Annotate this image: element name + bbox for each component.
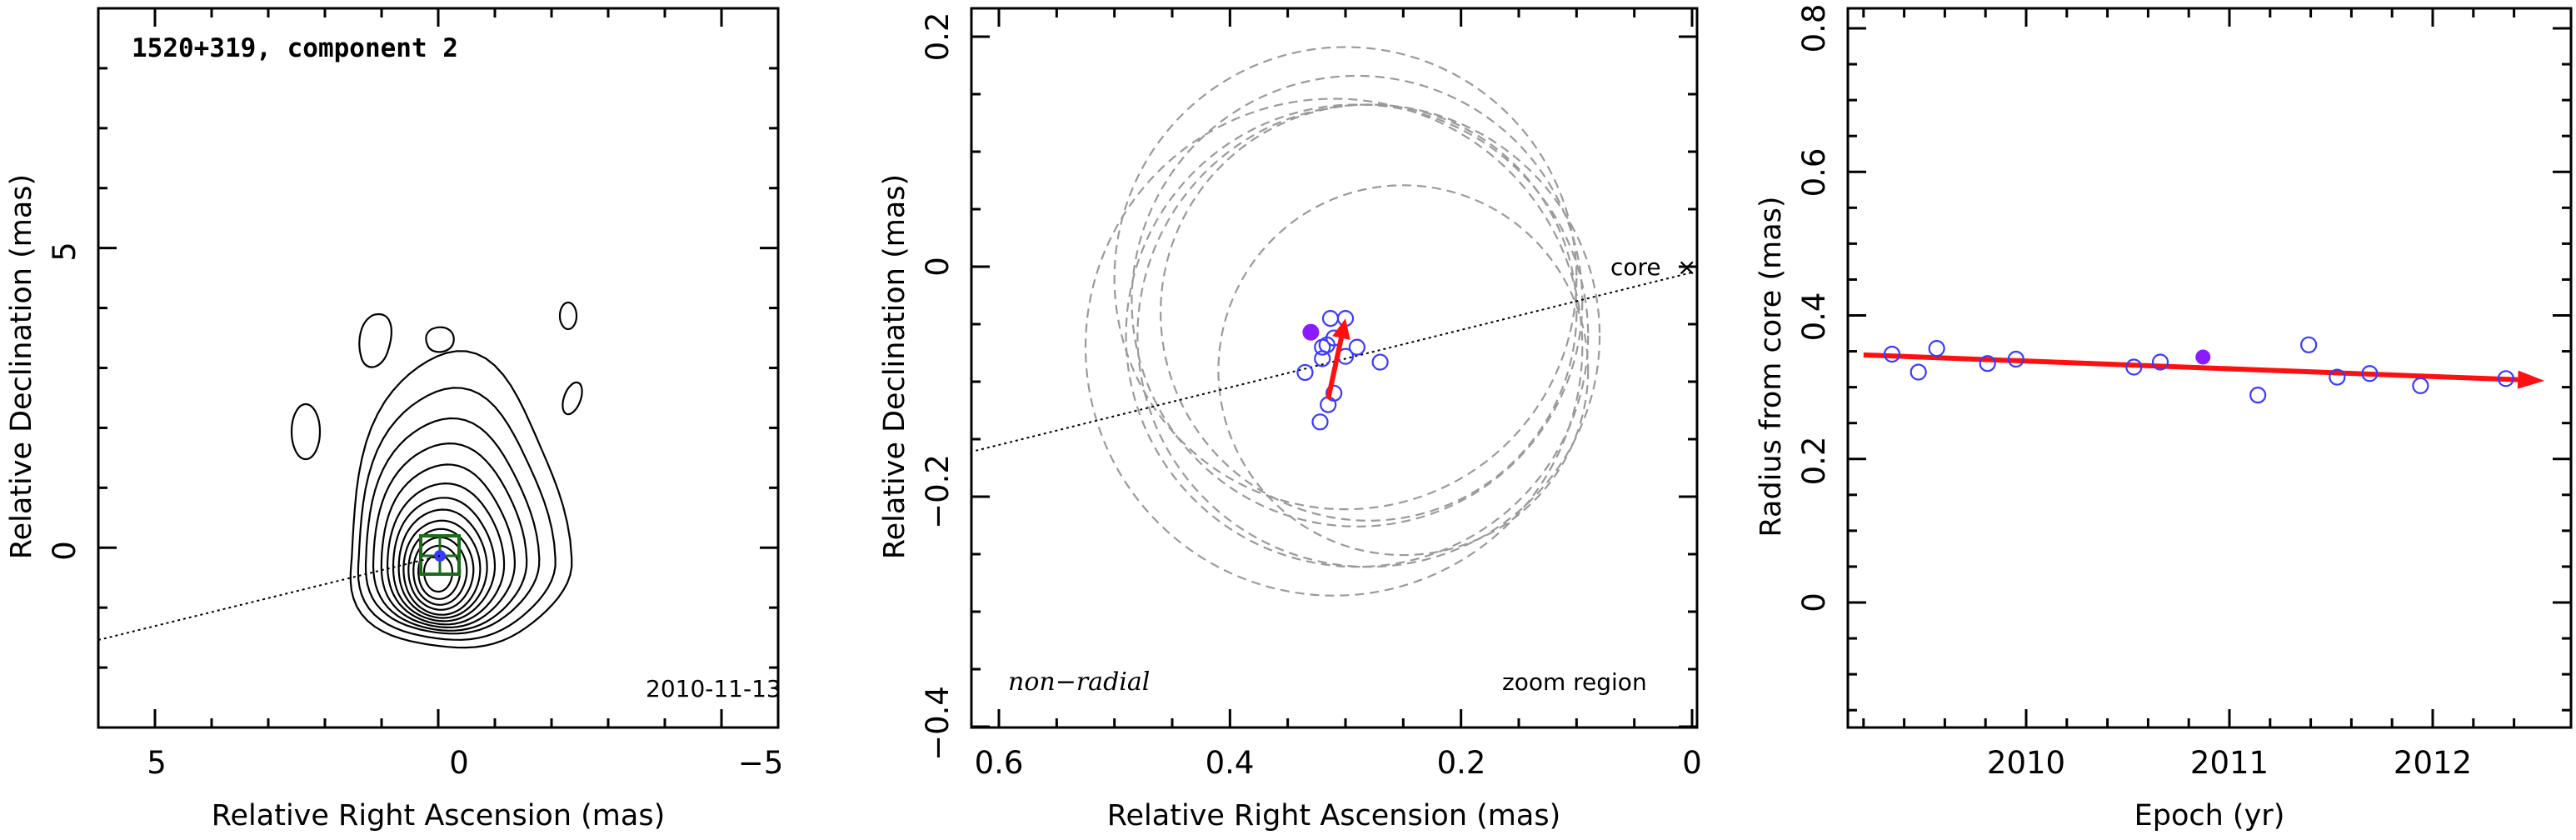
y-tick-label: 0: [1796, 592, 1832, 612]
y-tick-label: 0.2: [920, 12, 956, 62]
y-tick-label: −0.4: [920, 686, 956, 761]
y-axis-label: Radius from core (mas): [1755, 196, 1788, 537]
contour-level: [372, 442, 528, 632]
epoch-point: [1311, 413, 1329, 431]
tick-marks: [97, 7, 780, 729]
panel-1-contour-map: 1520+319, component 2 2010-11-13 5 0 −5 …: [5, 7, 784, 832]
epoch-point: [1296, 363, 1314, 382]
plot-frame: [1846, 7, 2573, 729]
x-tick-label: 0.2: [1437, 745, 1486, 781]
y-tick-label: 5: [47, 242, 82, 262]
contour-set: [290, 301, 583, 649]
error-circle: [1160, 103, 1578, 522]
y-tick-label: 0: [920, 257, 956, 277]
y-axis-label: Relative Declination (mas): [878, 174, 911, 559]
x-tick-label: −5: [738, 745, 784, 781]
tick-marks: [1848, 8, 2571, 728]
observation-date: 2010-11-13: [646, 675, 781, 702]
y-tick-label: 0: [47, 541, 82, 561]
y-tick-label: 0.2: [1796, 437, 1832, 486]
contour-level: [392, 497, 497, 622]
contour-island: [290, 402, 322, 461]
fit-line-arrowhead: [2517, 370, 2545, 389]
y-tick-label: 0.6: [1796, 148, 1832, 198]
epoch-point: [1348, 338, 1365, 356]
motion-type-label: non−radial: [1008, 668, 1150, 697]
contour-island: [558, 301, 578, 331]
epoch-point: [2300, 336, 2318, 353]
panel-3-radius-vs-epoch: 2010 2011 2012 0 0.2 0.4 0.6 0.8 Epoch (…: [1755, 4, 2573, 832]
x-axis-label: Relative Right Ascension (mas): [212, 799, 665, 832]
y-axis-label: Relative Declination (mas): [5, 174, 38, 559]
x-tick-label: 5: [147, 745, 167, 781]
x-axis-label: Relative Right Ascension (mas): [1107, 799, 1560, 832]
epoch-point: [1321, 310, 1340, 328]
x-tick-label: 0.6: [975, 745, 1024, 781]
contour-island: [562, 381, 583, 416]
epoch-point: [2329, 368, 2346, 386]
x-tick-label: 2012: [2394, 745, 2472, 781]
core-marker: ×: [1677, 253, 1696, 281]
jet-direction-line: [97, 555, 441, 641]
motion-vector-shaft: [1325, 337, 1344, 400]
epoch-point: [2007, 350, 2024, 368]
panel-2-zoom-region: core × non−radial zoom region 0.6 0.4 0.…: [878, 7, 1702, 832]
epoch-point: [1371, 353, 1389, 371]
error-circle: [1084, 98, 1584, 597]
epoch-point: [1320, 396, 1337, 413]
contour-level: [387, 482, 506, 626]
epoch-point: [2412, 377, 2429, 395]
contour-level: [380, 463, 517, 629]
epoch-point: [1910, 363, 1927, 381]
error-circle: [1136, 103, 1601, 568]
contour-level: [364, 417, 541, 635]
epoch-point: [1979, 355, 1996, 372]
plot-frame: [97, 7, 780, 729]
contour-level: [417, 544, 462, 600]
epoch-point: [2151, 353, 2169, 371]
tick-marks: [971, 8, 1697, 728]
x-tick-label: 0: [449, 745, 469, 781]
epoch-point: [2497, 370, 2514, 388]
y-tick-label: 0.8: [1796, 4, 1832, 53]
contour-level: [357, 387, 557, 641]
motion-vector-head: [1332, 318, 1350, 340]
error-circle: [1125, 103, 1590, 568]
epoch-point: [1883, 345, 1901, 363]
x-tick-label: 2010: [1987, 745, 2065, 781]
motion-vector-arrow: [1325, 318, 1350, 400]
contour-level: [349, 350, 573, 649]
error-circle: [1217, 184, 1590, 557]
radius-points: [1883, 336, 2514, 404]
epoch-point: [2249, 386, 2267, 404]
contour-island: [425, 326, 455, 353]
x-tick-label: 0: [1682, 745, 1702, 781]
epoch-point: [2361, 365, 2379, 382]
x-axis-label: Epoch (yr): [2134, 799, 2285, 832]
y-tick-label: −0.2: [920, 454, 956, 529]
plot-frame: [970, 7, 1699, 729]
epoch-point: [1928, 340, 1945, 358]
x-tick-label: 0.4: [1206, 745, 1255, 781]
error-circles: [1084, 46, 1601, 597]
contour-island: [358, 312, 392, 368]
error-circle: [1113, 46, 1578, 511]
epoch-point: [2125, 358, 2143, 376]
highlight-epoch-point: [2195, 349, 2211, 365]
contour-level: [402, 519, 482, 616]
y-tick-label: 0.4: [1796, 292, 1832, 342]
epoch-point: [1314, 338, 1331, 356]
panel-title: 1520+319, component 2: [132, 33, 458, 63]
highlight-epoch-point: [1302, 323, 1320, 341]
region-label: zoom region: [1502, 668, 1647, 696]
fit-line: [1863, 352, 2519, 382]
core-label: core: [1610, 253, 1661, 281]
error-circle: [1131, 74, 1584, 528]
fit-line-arrow: [1863, 352, 2545, 389]
contour-level: [412, 536, 468, 606]
x-tick-label: 2011: [2190, 745, 2269, 781]
